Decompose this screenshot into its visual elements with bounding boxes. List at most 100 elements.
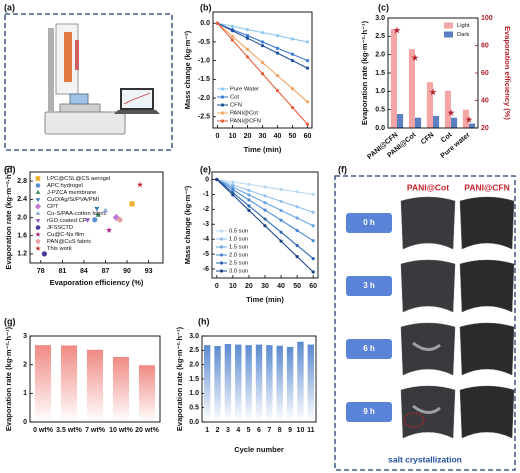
y-tick-label: -3 xyxy=(203,221,209,228)
panel-label: (a) xyxy=(4,2,15,12)
sample-cup xyxy=(69,93,89,105)
x-tick-label: 3.5 wt% xyxy=(56,427,82,434)
bar xyxy=(235,344,242,422)
y-axis-title: Evaporation rate (kg·m⁻²·h⁻¹) xyxy=(4,326,13,431)
point xyxy=(231,183,235,187)
point xyxy=(94,206,100,212)
legend-label: J-PZCA membrane xyxy=(47,190,96,196)
legend-marker xyxy=(35,189,41,194)
legend-marker xyxy=(35,198,41,203)
point xyxy=(117,216,123,223)
y-axis-title: Evaporation rate (kg·m⁻²·h⁻¹) xyxy=(360,20,369,125)
legend-marker xyxy=(35,238,41,244)
legend-label: PANI@Cot xyxy=(230,111,258,117)
legend-marker xyxy=(220,111,225,115)
bar xyxy=(224,344,232,422)
point xyxy=(305,66,310,70)
y-tick-label: 3.0 xyxy=(375,15,385,22)
bar xyxy=(255,344,263,422)
y-tick-label: 2.5 xyxy=(375,33,385,40)
point xyxy=(279,239,283,243)
y2-tick-label: 20 xyxy=(481,125,489,132)
point xyxy=(263,194,267,198)
point xyxy=(279,187,283,192)
bar xyxy=(203,345,211,422)
x-tick-label: 87 xyxy=(102,268,110,275)
y-tick-label: 2 xyxy=(23,362,27,369)
point xyxy=(311,256,315,261)
y-axis-title: Mass change (kg·m⁻²) xyxy=(183,30,192,109)
salt-crust xyxy=(412,341,441,351)
column-header: PANI@CFN xyxy=(464,182,509,192)
plot-frame xyxy=(387,17,479,129)
bar xyxy=(276,345,283,422)
y2-tick-label: 80 xyxy=(481,42,489,49)
point xyxy=(275,33,280,38)
point xyxy=(245,36,250,40)
balance xyxy=(44,111,126,135)
plot-frame xyxy=(29,171,164,264)
legend-label: Cu-S/PAA-cotton fabric xyxy=(47,211,107,217)
photo-frame xyxy=(334,175,516,471)
point xyxy=(230,38,235,42)
legend-label: Light xyxy=(457,23,470,29)
bar xyxy=(426,82,433,128)
row-tag xyxy=(346,402,392,422)
legend-label: LPC@CSL@CS aerogel xyxy=(47,176,110,182)
y-tick-label: 1 xyxy=(23,390,27,397)
point xyxy=(411,53,419,62)
point xyxy=(279,199,283,204)
y-tick-label: 3 xyxy=(23,333,27,340)
legend-marker xyxy=(35,210,41,215)
point xyxy=(245,47,250,52)
point xyxy=(295,190,299,194)
y-tick-label: 1.5 xyxy=(375,70,385,77)
sample-photo xyxy=(459,385,515,439)
point xyxy=(305,122,310,126)
point xyxy=(247,188,251,192)
y-tick-label: -2.5 xyxy=(198,114,210,121)
legend-marker xyxy=(219,229,224,233)
legend-marker xyxy=(219,237,224,241)
point xyxy=(230,34,235,38)
point xyxy=(260,44,265,48)
y-tick-label: 1.0 xyxy=(375,88,385,95)
x-tick-label: 50 xyxy=(293,283,301,290)
point xyxy=(290,37,295,41)
x-tick-label: Cot xyxy=(440,131,454,144)
bar xyxy=(86,349,104,422)
bar xyxy=(60,345,78,422)
point xyxy=(112,213,120,222)
y-tick-label: 2.5 xyxy=(189,347,199,354)
bar xyxy=(408,49,415,128)
point xyxy=(231,180,235,184)
x-tick-label: 7 xyxy=(267,427,271,434)
legend-swatch xyxy=(444,22,453,29)
x-tick-label: 6 xyxy=(257,427,261,434)
x-tick-label: 0 wt% xyxy=(33,427,54,434)
bar xyxy=(444,90,451,128)
x-tick-label: 78 xyxy=(37,268,45,275)
y-tick-label: 0.0 xyxy=(200,20,210,27)
point xyxy=(247,193,251,197)
row-label: 3 h xyxy=(363,281,375,290)
point xyxy=(245,55,250,59)
point xyxy=(279,218,283,222)
point xyxy=(41,251,47,257)
plot-frame xyxy=(211,171,319,279)
y-tick-label: -0.5 xyxy=(198,39,210,46)
screen-curve xyxy=(123,92,151,105)
point xyxy=(290,105,295,110)
point xyxy=(215,177,219,182)
sample-photo xyxy=(400,196,456,250)
legend-marker xyxy=(35,245,41,251)
legend-label: JFSSCTD xyxy=(47,225,73,231)
y-axis-title: Evaporation rate (kg·m⁻²·h⁻¹) xyxy=(175,326,184,431)
y-tick-label: -1.5 xyxy=(198,76,210,83)
legend-marker xyxy=(35,225,41,230)
legend-label: 2.5 sun xyxy=(229,261,248,267)
legend-label: CPT xyxy=(47,204,59,210)
x-tick-label: 1 xyxy=(205,427,209,434)
y-tick-label: 2.8 xyxy=(17,178,27,185)
point xyxy=(290,52,295,56)
